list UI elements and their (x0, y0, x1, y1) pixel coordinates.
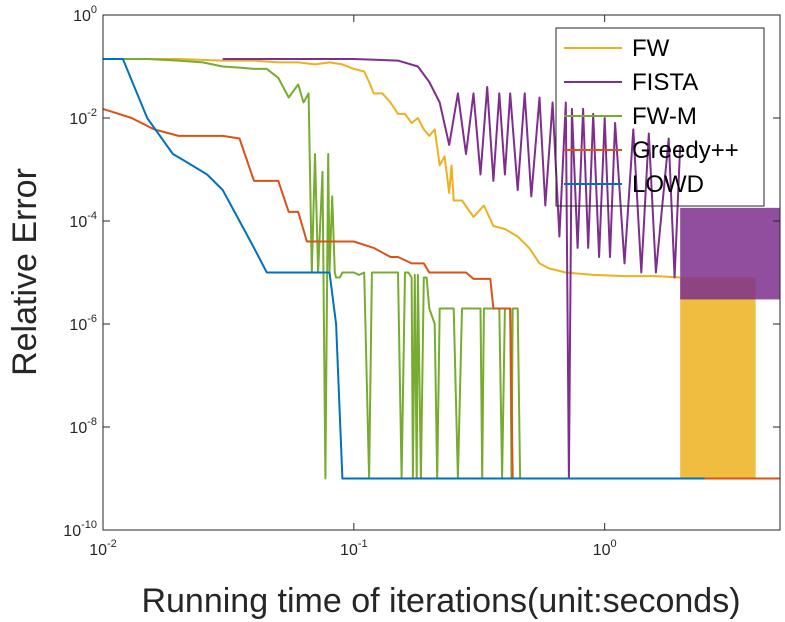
y-tick-label: 100 (73, 4, 97, 25)
plot-frame (102, 14, 781, 531)
x-axis-label: Running time of iterations(unit:seconds) (141, 582, 740, 620)
y-tick-label: 10-6 (69, 313, 97, 334)
series-line-fw-m (103, 58, 522, 480)
legend-label: LOWD (632, 171, 704, 198)
legend-box (555, 27, 765, 207)
legend-label: FISTA (632, 69, 698, 96)
series-layer (102, 58, 780, 480)
y-tick-label: 10-10 (63, 519, 97, 540)
y-tick-label: 10-8 (69, 416, 97, 437)
series-band-fw (680, 277, 756, 479)
legend-label: FW-M (632, 103, 697, 130)
x-tick-label: 100 (593, 538, 617, 559)
series-line-fista (222, 58, 682, 480)
series-band-fista (680, 207, 780, 300)
y-tick-label: 10-2 (69, 107, 97, 128)
ticks-layer: 10-2 10-1 100 100 10-2 10-4 10-6 10-8 10-10 (63, 4, 780, 559)
legend-label: Greedy++ (632, 137, 739, 164)
legend: FW FISTA FW-M Greedy++ LOWD (555, 27, 765, 207)
series-line-lowd (103, 58, 705, 480)
x-tick-label: 10-1 (340, 538, 368, 559)
legend-label: FW (632, 35, 670, 62)
y-tick-label: 10-4 (69, 210, 97, 231)
x-tick-label: 10-2 (89, 538, 117, 559)
y-axis-label: Relative Error (6, 168, 44, 376)
series-line-fw (103, 58, 681, 279)
series-line-greedy (102, 107, 780, 480)
